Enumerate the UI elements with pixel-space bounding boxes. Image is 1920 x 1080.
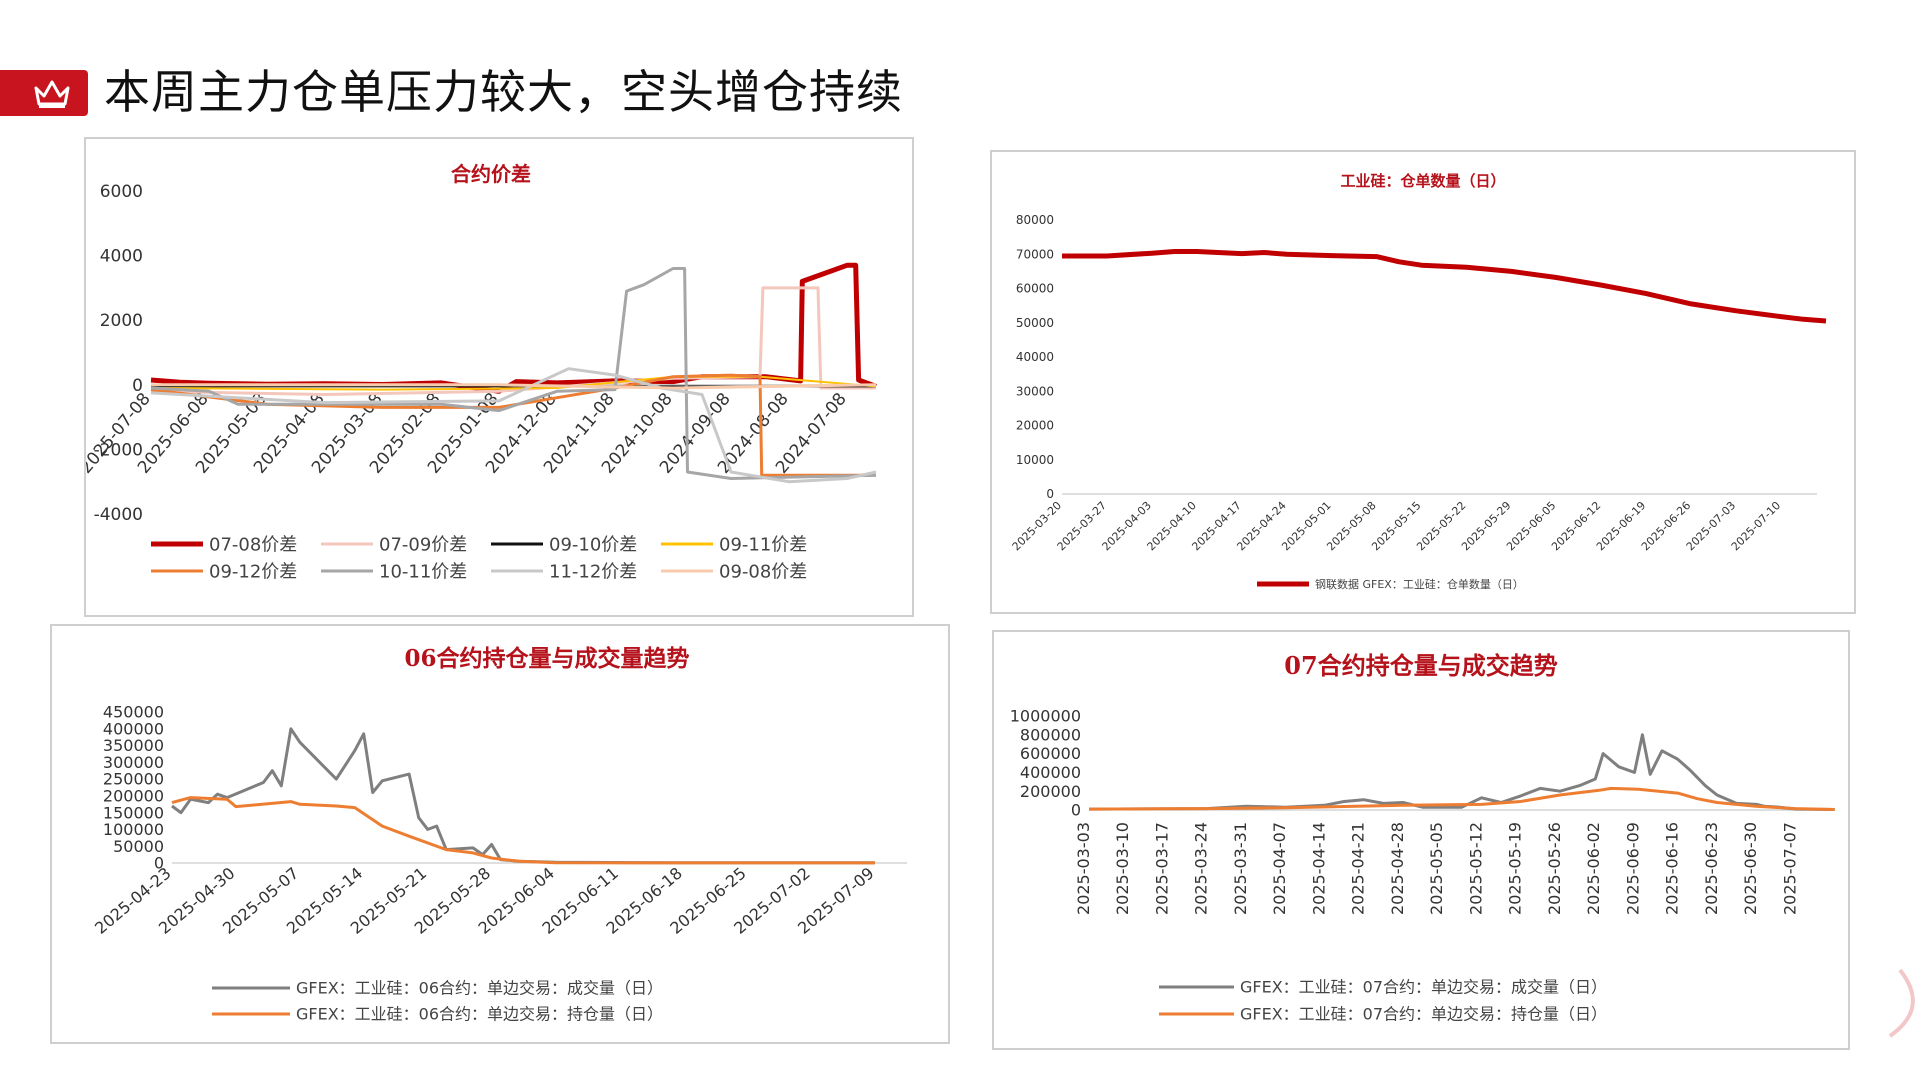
c06-chart-panel: 06合约持仓量与成交量趋势 0 50000 100000 150000 200000 250… bbox=[50, 624, 950, 1044]
x-tick-label: 2025-03-17 bbox=[1152, 822, 1171, 915]
chart-title: 工业硅：仓单数量（日） bbox=[1340, 172, 1505, 190]
y-tick-label: 10000 bbox=[1016, 453, 1054, 467]
x-tick-label: 2025-06-30 bbox=[1741, 822, 1760, 915]
y-tick-label: 600000 bbox=[1020, 744, 1081, 763]
c06-chart: 06合约持仓量与成交量趋势 050000100000150000200000250… bbox=[91, 645, 907, 1024]
warrant-chart-panel: 工业硅：仓单数量（日） 0 10000 20000 30000 40000 50000 600… bbox=[990, 150, 1856, 614]
y-tick-label: 400000 bbox=[103, 719, 164, 738]
x-tick-label: 2025-03-10 bbox=[1113, 822, 1132, 915]
series-line bbox=[1088, 786, 1835, 811]
y-tick-label: 150000 bbox=[103, 803, 164, 822]
page-header: 本周主力仓单压力较大，空头增仓持续 bbox=[0, 60, 1920, 124]
legend-label: 07-08价差 bbox=[209, 534, 297, 555]
chart-title: 06合约持仓量与成交量趋势 bbox=[404, 645, 689, 672]
y-tick-label: -4000 bbox=[94, 505, 143, 525]
x-tick-label: 2025-05-19 bbox=[1506, 822, 1525, 915]
y-tick-label: 250000 bbox=[103, 770, 164, 789]
y-tick-label: 80000 bbox=[1016, 213, 1054, 227]
y-tick-label: 40000 bbox=[1016, 350, 1054, 364]
x-tick-label: 2025-07-07 bbox=[1780, 822, 1799, 915]
y-tick-label: 450000 bbox=[103, 703, 164, 722]
x-tick-label: 2025-04-14 bbox=[1309, 822, 1328, 915]
y-tick-label: 0 bbox=[1071, 801, 1081, 820]
x-tick-label: 2025-05-12 bbox=[1466, 822, 1485, 915]
y-tick-label: 0 bbox=[132, 376, 143, 396]
series-line bbox=[150, 262, 877, 394]
x-tick-label: 2025-03-24 bbox=[1192, 822, 1211, 915]
legend-label: 09-11价差 bbox=[719, 534, 807, 555]
series-line bbox=[150, 373, 876, 477]
y-tick-label: 60000 bbox=[1016, 282, 1054, 296]
y-tick-label: 200000 bbox=[103, 786, 164, 805]
y-tick-label: 0 bbox=[154, 854, 164, 873]
y-tick-label: 50000 bbox=[113, 837, 164, 856]
series-line bbox=[1088, 733, 1835, 811]
x-tick-label: 2025-06-09 bbox=[1623, 822, 1642, 915]
legend-label: 09-08价差 bbox=[719, 561, 807, 582]
legend-label: 09-12价差 bbox=[209, 561, 297, 582]
y-tick-label: 200000 bbox=[1020, 782, 1081, 801]
x-tick-label: 2025-03-03 bbox=[1074, 822, 1093, 915]
x-tick-label: 2025-06-16 bbox=[1663, 822, 1682, 915]
legend-label: GFEX：工业硅：07合约：单边交易：持仓量（日） bbox=[1240, 1005, 1607, 1024]
c07-chart-panel: 07合约持仓量与成交趋势 0 200000 400000 600000 800000 100… bbox=[992, 630, 1850, 1050]
warrant-chart: 工业硅：仓单数量（日） 0 10000 20000 30000 40000 50000 600… bbox=[1010, 172, 1827, 591]
y-tick-label: 4000 bbox=[100, 247, 143, 267]
legend-label: 10-11价差 bbox=[379, 561, 467, 582]
y-tick-label: 6000 bbox=[100, 182, 143, 202]
x-tick-label: 2025-04-21 bbox=[1349, 822, 1368, 915]
title-badge bbox=[0, 70, 88, 116]
corner-decoration bbox=[1888, 968, 1915, 1038]
y-tick-label: 800000 bbox=[1020, 725, 1081, 744]
series-line bbox=[171, 727, 875, 865]
legend-label: 11-12价差 bbox=[549, 561, 637, 582]
y-tick-label: 50000 bbox=[1016, 316, 1054, 330]
spread-chart-panel: 合约价差 -4000 -2000 0 2000 4000 6000 2025-07-08 202… bbox=[84, 137, 914, 617]
x-tick-label: 2025-05-05 bbox=[1427, 822, 1446, 915]
c07-chart: 07合约持仓量与成交趋势 0200000400000600000800000100… bbox=[1010, 651, 1835, 1024]
y-tick-label: 350000 bbox=[103, 736, 164, 755]
x-tick-label: 2025-03-31 bbox=[1231, 822, 1250, 915]
series-line bbox=[1062, 249, 1827, 324]
legend-label: GFEX：工业硅：06合约：单边交易：成交量（日） bbox=[296, 979, 663, 998]
x-tick-label: 2025-04-28 bbox=[1388, 822, 1407, 915]
x-tick-label: 2025-06-02 bbox=[1584, 822, 1603, 915]
page-title: 本周主力仓单压力较大，空头增仓持续 bbox=[104, 65, 903, 119]
legend-label: GFEX：工业硅：07合约：单边交易：成交量（日） bbox=[1240, 978, 1607, 997]
y-tick-label: 30000 bbox=[1016, 384, 1054, 398]
y-tick-label: 300000 bbox=[103, 753, 164, 772]
y-tick-label: 100000 bbox=[103, 820, 164, 839]
series-line bbox=[150, 267, 877, 480]
legend-label: 钢联数据 GFEX：工业硅：仓单数量（日） bbox=[1315, 577, 1524, 591]
x-tick-label: 2025-05-26 bbox=[1545, 822, 1564, 915]
legend-label: 07-09价差 bbox=[379, 534, 467, 555]
y-tick-label: 1000000 bbox=[1010, 707, 1081, 726]
crown-icon bbox=[34, 80, 70, 108]
chart-title: 合约价差 bbox=[451, 162, 531, 186]
y-tick-label: -2000 bbox=[94, 440, 143, 460]
y-tick-label: 2000 bbox=[100, 311, 143, 331]
series-line bbox=[171, 796, 875, 865]
chart-title: 07合约持仓量与成交趋势 bbox=[1284, 651, 1557, 680]
legend-label: 09-10价差 bbox=[549, 534, 637, 555]
x-tick-label: 2025-04-07 bbox=[1270, 822, 1289, 915]
y-tick-label: 400000 bbox=[1020, 763, 1081, 782]
y-tick-label: 70000 bbox=[1016, 247, 1054, 261]
y-tick-label: 20000 bbox=[1016, 419, 1054, 433]
spread-chart: 合约价差-4000-200002000400060002025-07-08202… bbox=[86, 162, 877, 582]
x-tick-label: 2025-06-23 bbox=[1702, 822, 1721, 915]
legend-label: GFEX：工业硅：06合约：单边交易：持仓量（日） bbox=[296, 1005, 663, 1024]
y-tick-label: 0 bbox=[1046, 487, 1054, 501]
series-line bbox=[151, 383, 877, 390]
